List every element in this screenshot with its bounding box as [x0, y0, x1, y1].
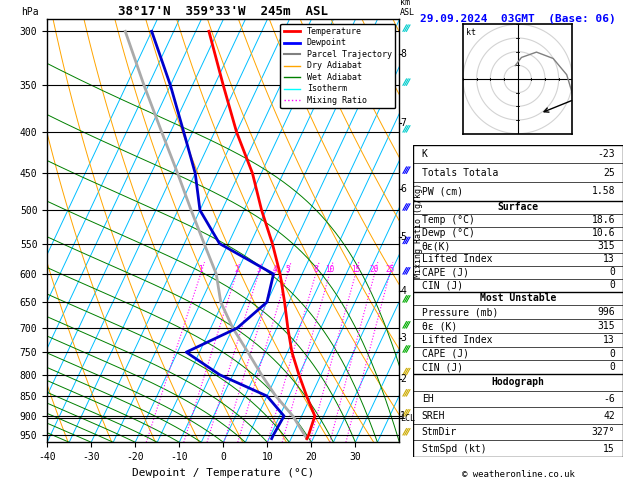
Text: 25: 25	[603, 168, 615, 178]
Text: 10: 10	[325, 265, 334, 274]
Text: 2: 2	[234, 265, 238, 274]
Text: EH: EH	[421, 394, 433, 404]
Text: 0: 0	[609, 363, 615, 372]
Text: 4: 4	[272, 265, 277, 274]
Text: -6: -6	[603, 394, 615, 404]
Title: 38°17'N  359°33'W  245m  ASL: 38°17'N 359°33'W 245m ASL	[118, 5, 328, 18]
Text: 0: 0	[609, 267, 615, 277]
Text: Pressure (mb): Pressure (mb)	[421, 307, 498, 317]
Text: Hodograph: Hodograph	[492, 378, 545, 387]
Text: Dewp (°C): Dewp (°C)	[421, 228, 474, 238]
Text: 13: 13	[603, 254, 615, 264]
Text: kt: kt	[465, 28, 476, 37]
Text: PW (cm): PW (cm)	[421, 187, 463, 196]
Text: 6: 6	[400, 184, 406, 193]
Legend: Temperature, Dewpoint, Parcel Trajectory, Dry Adiabat, Wet Adiabat, Isotherm, Mi: Temperature, Dewpoint, Parcel Trajectory…	[281, 24, 395, 108]
Text: LCL: LCL	[400, 414, 415, 423]
Text: K: K	[421, 149, 428, 159]
Text: 13: 13	[603, 335, 615, 345]
Text: 315: 315	[598, 321, 615, 331]
Text: Surface: Surface	[498, 202, 539, 212]
Text: 996: 996	[598, 307, 615, 317]
Text: 20: 20	[370, 265, 379, 274]
Text: 25: 25	[385, 265, 394, 274]
Text: 10.6: 10.6	[591, 228, 615, 238]
Text: 42: 42	[603, 411, 615, 420]
Text: StmSpd (kt): StmSpd (kt)	[421, 444, 486, 453]
Text: Lifted Index: Lifted Index	[421, 254, 492, 264]
Text: CAPE (J): CAPE (J)	[421, 348, 469, 359]
Text: 0: 0	[609, 280, 615, 290]
Text: 3: 3	[256, 265, 260, 274]
X-axis label: Dewpoint / Temperature (°C): Dewpoint / Temperature (°C)	[132, 468, 314, 478]
Text: CAPE (J): CAPE (J)	[421, 267, 469, 277]
Text: 15: 15	[351, 265, 360, 274]
Text: 1: 1	[198, 265, 203, 274]
Text: © weatheronline.co.uk: © weatheronline.co.uk	[462, 469, 575, 479]
Text: Temp (°C): Temp (°C)	[421, 215, 474, 225]
Text: 8: 8	[400, 49, 406, 59]
Text: StmDir: StmDir	[421, 427, 457, 437]
Text: km
ASL: km ASL	[400, 0, 415, 17]
Text: 5: 5	[400, 232, 406, 242]
Text: 5: 5	[285, 265, 290, 274]
Text: 327°: 327°	[591, 427, 615, 437]
Text: hPa: hPa	[21, 7, 38, 17]
Text: θε(K): θε(K)	[421, 241, 451, 251]
Text: θε (K): θε (K)	[421, 321, 457, 331]
Text: CIN (J): CIN (J)	[421, 280, 463, 290]
Text: Lifted Index: Lifted Index	[421, 335, 492, 345]
Text: 8: 8	[313, 265, 318, 274]
Text: 0: 0	[609, 348, 615, 359]
Text: 18.6: 18.6	[591, 215, 615, 225]
Text: Totals Totala: Totals Totala	[421, 168, 498, 178]
Text: 4: 4	[400, 286, 406, 296]
Text: Mixing Ratio (g/kg): Mixing Ratio (g/kg)	[415, 183, 423, 278]
Text: CIN (J): CIN (J)	[421, 363, 463, 372]
Text: Most Unstable: Most Unstable	[480, 294, 557, 303]
Text: 3: 3	[400, 333, 406, 343]
Text: 29.09.2024  03GMT  (Base: 06): 29.09.2024 03GMT (Base: 06)	[420, 14, 616, 24]
Text: 1: 1	[400, 411, 406, 421]
Text: 1.58: 1.58	[591, 187, 615, 196]
Text: -23: -23	[598, 149, 615, 159]
Text: 315: 315	[598, 241, 615, 251]
Text: 7: 7	[400, 118, 406, 128]
Text: 2: 2	[400, 374, 406, 384]
Text: 15: 15	[603, 444, 615, 453]
Text: SREH: SREH	[421, 411, 445, 420]
